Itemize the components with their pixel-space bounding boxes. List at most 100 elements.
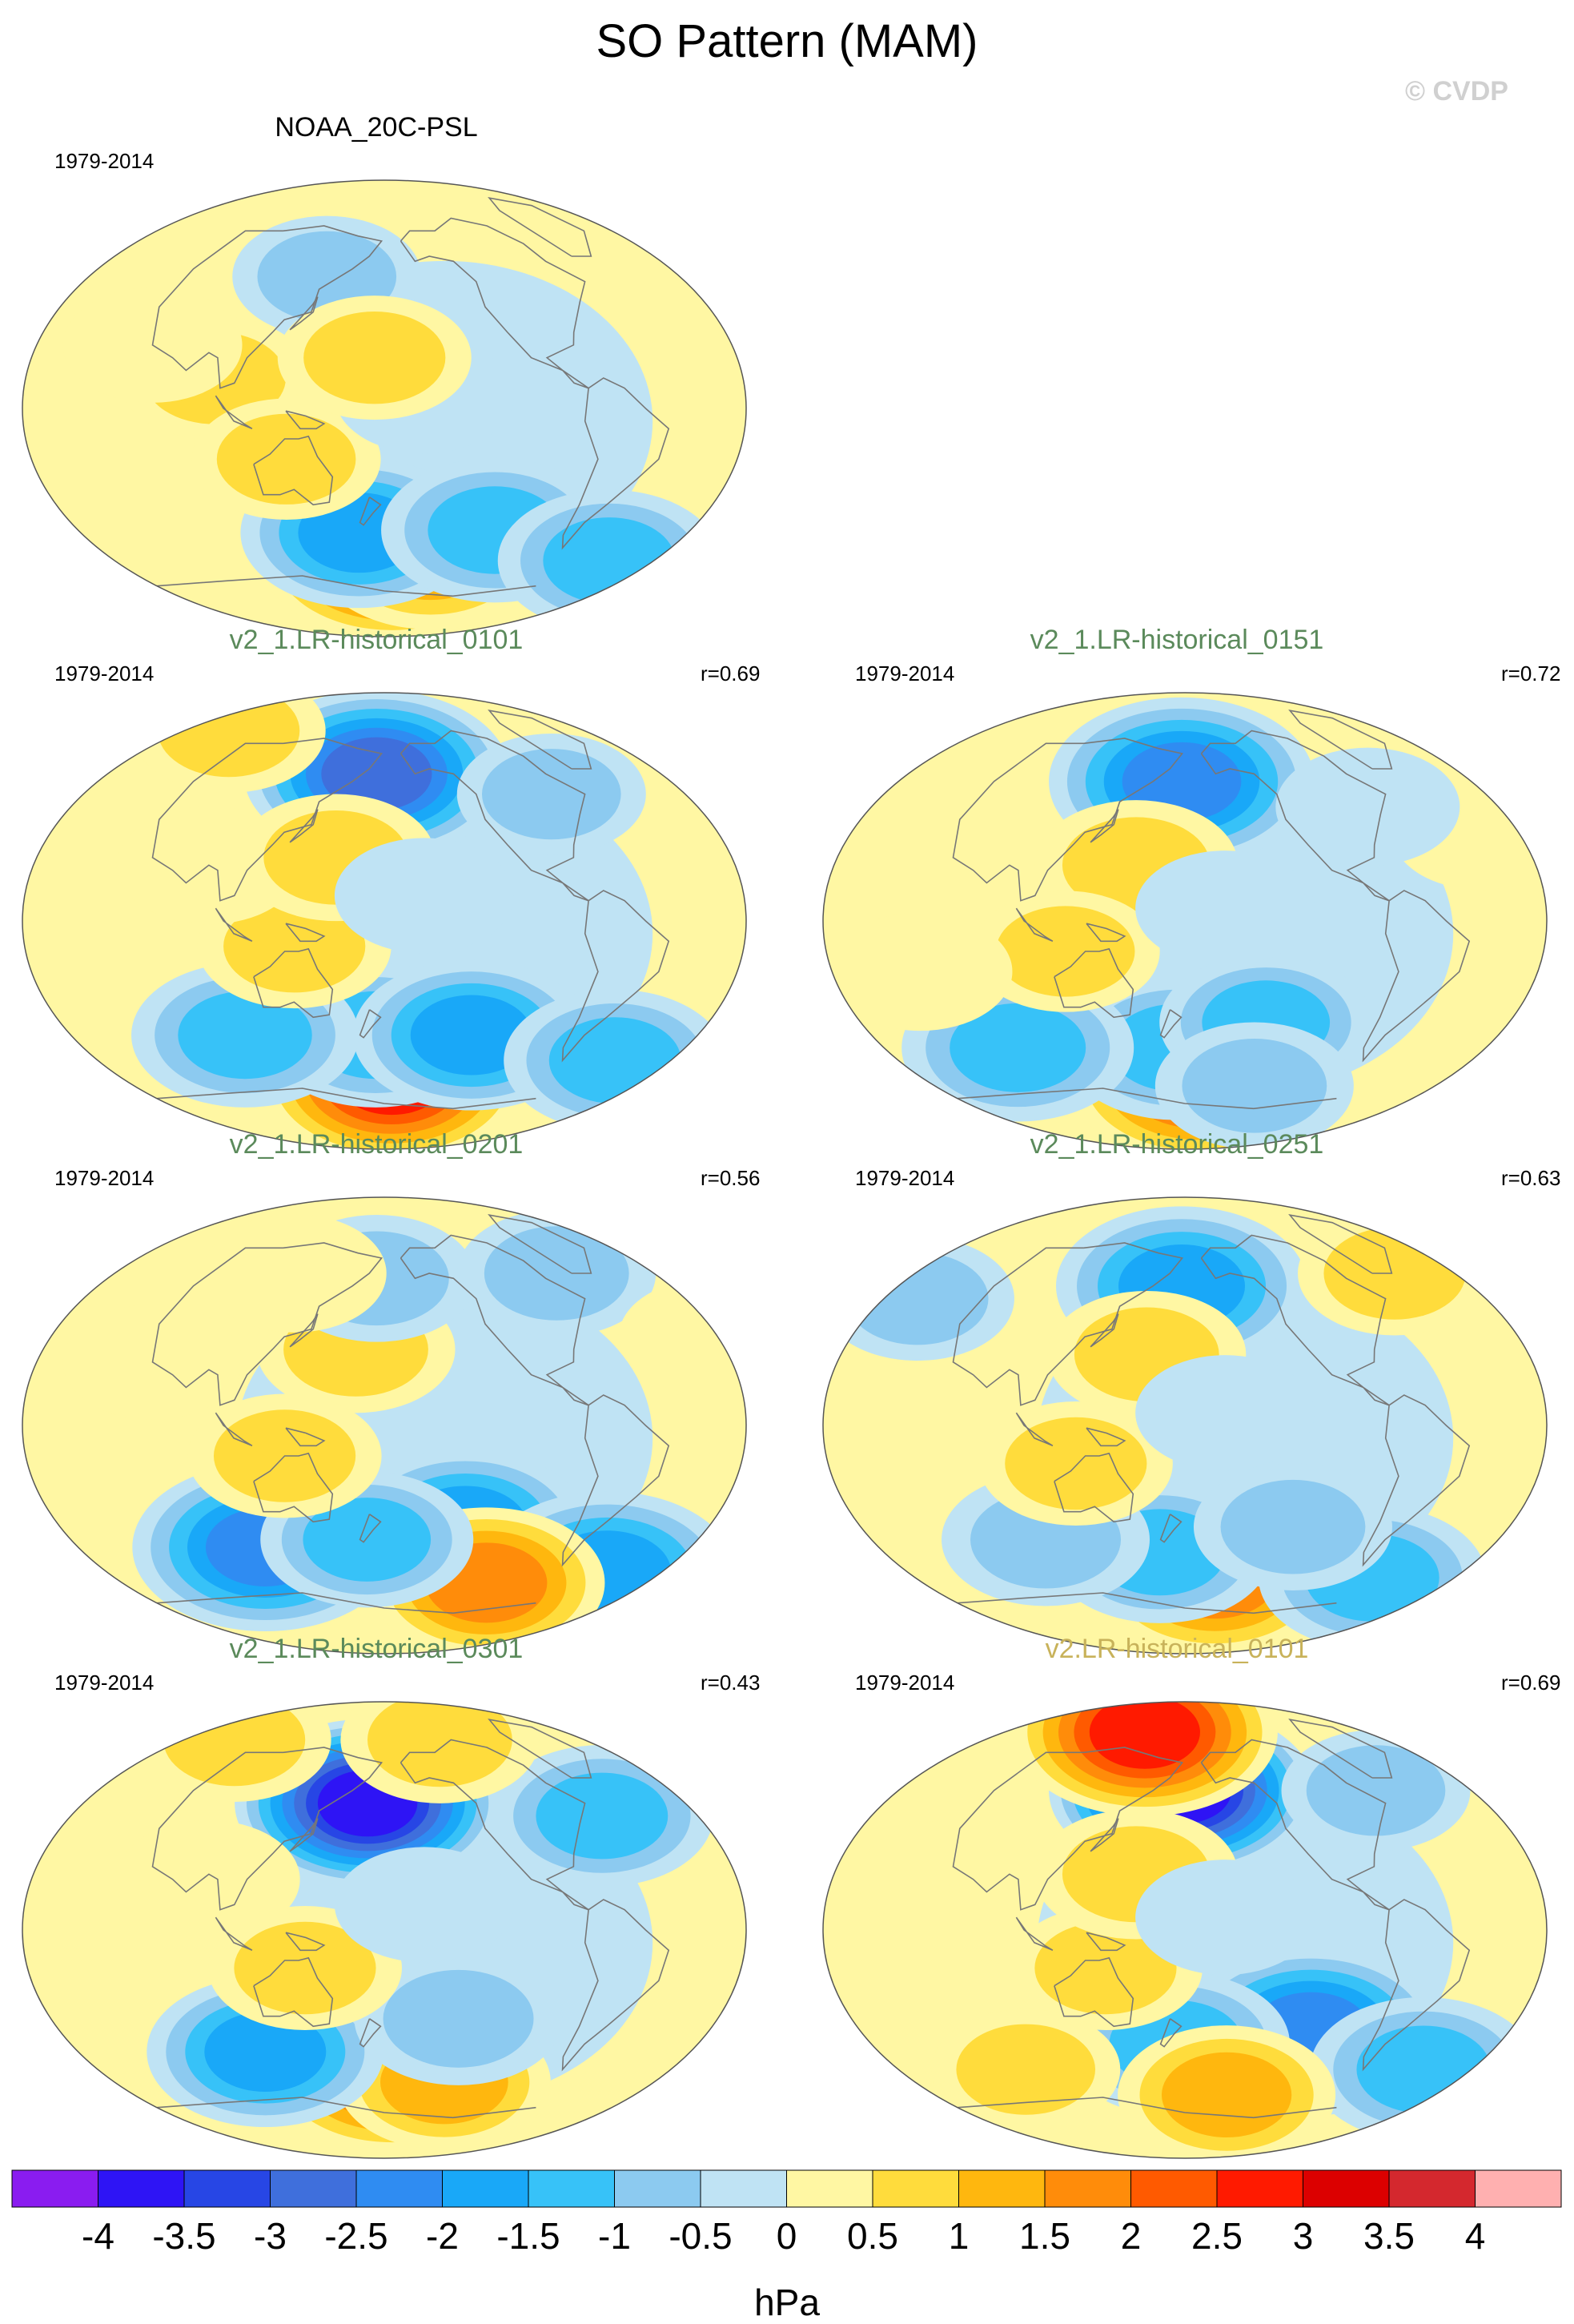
anomaly-center	[1135, 1355, 1315, 1471]
coastline	[1362, 1899, 1471, 2072]
colorbar-box	[1388, 2169, 1476, 2208]
anomaly-center	[202, 1214, 387, 1333]
coastline	[359, 2018, 382, 2048]
anomaly-center	[1135, 1860, 1315, 1976]
panel-period: 1979-2014	[54, 1671, 155, 1695]
colorbar-tick-label: -3	[254, 2215, 287, 2257]
anomaly-center	[1281, 1730, 1471, 1852]
panel-title: NOAA_20C-PSL	[275, 112, 478, 143]
map-panel: v2_1.LR-historical_0251 1979-2014 r=0.63	[817, 1129, 1560, 1655]
map-outline	[822, 1701, 1548, 2159]
colorbar-tick-label: -1.5	[496, 2215, 560, 2257]
coastline	[1362, 1394, 1471, 1567]
map-panel: v2_1.LR-historical_0201 1979-2014 r=0.56	[16, 1129, 760, 1655]
coastline	[359, 1514, 382, 1543]
colorbar-unit-label: hPa	[754, 2282, 820, 2323]
anomaly-center	[497, 489, 721, 632]
map-outline	[22, 1196, 747, 1655]
coastline	[1362, 890, 1471, 1063]
coastline	[957, 1592, 1337, 1614]
map-field	[22, 692, 747, 1150]
coastline	[561, 1899, 670, 2072]
coastline	[1086, 1427, 1126, 1447]
coastline	[156, 2097, 536, 2119]
anomaly-center	[277, 296, 472, 420]
coastline	[253, 1452, 334, 1523]
anomaly-center	[1193, 1463, 1392, 1590]
coastline	[488, 197, 592, 257]
coastline	[952, 1747, 1184, 1911]
coastline	[561, 890, 670, 1063]
map-field	[22, 1701, 747, 2159]
anomaly-center	[243, 693, 510, 858]
coastline	[1054, 947, 1134, 1019]
colorbar-tick-label: 4	[1465, 2215, 1486, 2257]
anomaly-center	[1118, 2025, 1336, 2158]
anomaly-center	[334, 1847, 514, 1963]
coastline	[1288, 1719, 1393, 1779]
coastline	[1086, 923, 1126, 943]
coastline	[952, 738, 1184, 902]
coastline	[488, 710, 592, 770]
colorbar-box	[700, 2169, 787, 2208]
coastline	[1159, 2018, 1183, 2048]
colorbar-box	[355, 2169, 443, 2208]
anomaly-center	[456, 734, 646, 855]
coastline	[1090, 1313, 1119, 1348]
colorbar-tick-label: 1	[949, 2215, 970, 2257]
anomaly-center	[115, 1819, 300, 1939]
coastline	[151, 225, 383, 389]
coastline	[400, 730, 589, 902]
colorbar-box	[528, 2169, 615, 2208]
map-panel: v2_1.LR-historical_0101 1979-2014 r=0.69	[16, 625, 760, 1150]
coastline	[1015, 907, 1054, 943]
coastline	[1054, 1452, 1134, 1523]
map-outline	[22, 692, 747, 1150]
coastline	[151, 1242, 383, 1406]
colorbar-tick-label: 3.5	[1363, 2215, 1415, 2257]
coastline	[289, 1818, 319, 1852]
map-outline	[22, 1701, 747, 2159]
map-outline	[822, 692, 1548, 1150]
colorbar-box	[1044, 2169, 1131, 2208]
anomaly-center	[1135, 850, 1315, 967]
coastline	[1015, 1412, 1054, 1447]
colorbar-tick-label: -4	[82, 2215, 114, 2257]
coastline	[156, 1592, 536, 1614]
colorbar-box	[98, 2169, 185, 2208]
coastline	[156, 1088, 536, 1110]
panel-correlation: r=0.63	[1501, 1166, 1561, 1190]
panel-title: v2_1.LR-historical_0251	[1030, 1129, 1324, 1160]
colorbar-box	[1216, 2169, 1303, 2208]
panel-title: v2_1.LR-historical_0151	[1030, 625, 1324, 655]
coastline	[1288, 710, 1393, 770]
panel-correlation: r=0.43	[701, 1671, 761, 1695]
coastline	[1288, 1214, 1393, 1274]
anomaly-center	[931, 2008, 1121, 2130]
colorbar-box	[270, 2169, 357, 2208]
colorbar-box	[183, 2169, 271, 2208]
coastline	[1054, 1956, 1134, 2028]
colorbar-tick-label: -2.5	[324, 2215, 387, 2257]
coastline	[1200, 1739, 1390, 1911]
colorbar-tick-label: -2	[426, 2215, 459, 2257]
map-panel: v2_1.LR-historical_0301 1979-2014 r=0.43	[16, 1634, 760, 2159]
anomaly-center	[823, 1236, 1014, 1361]
coastline	[215, 907, 253, 943]
coastline	[400, 217, 589, 389]
coastline	[488, 1214, 592, 1274]
coastline	[253, 435, 334, 506]
coastline	[957, 1088, 1337, 1110]
map-outline	[822, 1196, 1548, 1655]
anomaly-center	[857, 1819, 1042, 1939]
coastline	[289, 296, 319, 331]
coastline	[1200, 730, 1390, 902]
colorbar-tick-label: 2.5	[1191, 2215, 1243, 2257]
coastline	[359, 1009, 382, 1039]
map-field	[822, 692, 1548, 1150]
map-panel: NOAA_20C-PSL 1979-2014	[16, 112, 753, 637]
coastline	[151, 1747, 383, 1911]
coastline	[285, 923, 326, 943]
panel-title: v2_1.LR-historical_0101	[229, 625, 524, 655]
colorbar-box	[958, 2169, 1046, 2208]
